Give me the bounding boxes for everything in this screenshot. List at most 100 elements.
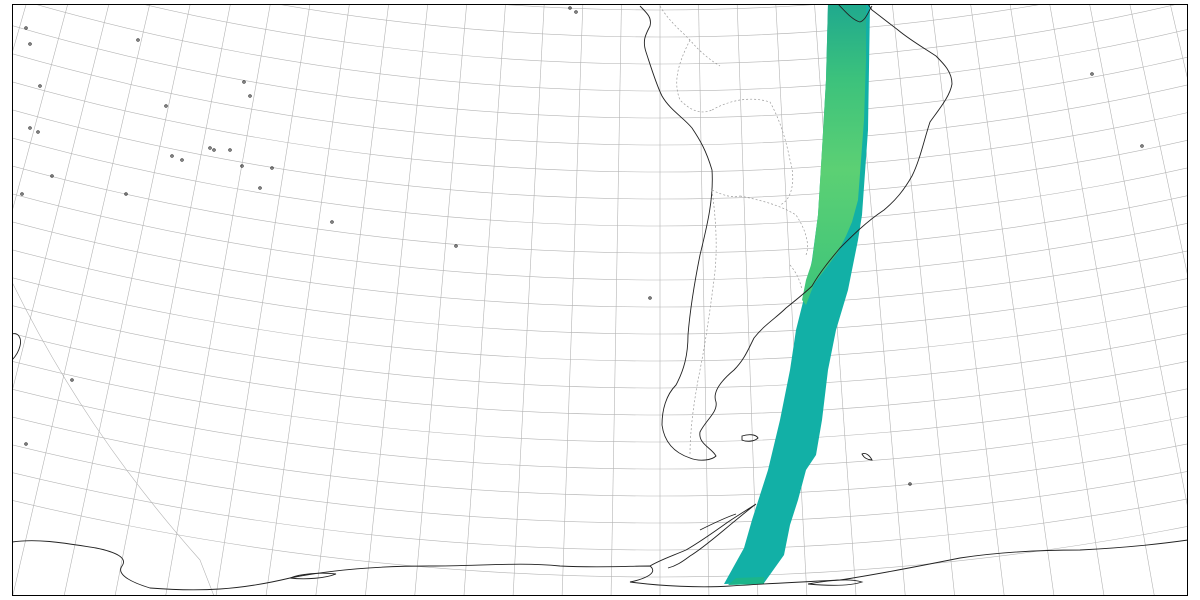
meridian-line [365,4,429,596]
island-marker [1140,144,1144,148]
antarctic-peninsula [649,503,757,569]
parallel-line [12,109,1188,199]
parallel-line [12,24,1188,118]
parallel-line [12,332,1188,415]
parallel-line [34,4,1188,91]
projection-limb [12,281,215,596]
meridian-line [736,4,759,596]
meridian-line [610,4,622,596]
island-marker [270,166,274,170]
swath-land [802,4,866,305]
parallel-line [12,443,1188,523]
meridian-line [63,4,191,596]
coastlines [12,4,1188,591]
meridian-line [265,4,350,596]
island-marker [180,158,184,162]
island-marker [20,192,24,196]
swath-land-south-tip [728,577,764,585]
island-marker [648,296,652,300]
map-frame-border [12,4,1188,596]
island-marker [24,442,28,446]
meridian-line [12,4,27,55]
island-marker [170,154,174,158]
parallel-line [12,81,1188,172]
island-marker [258,186,262,190]
meridian-line [463,4,506,596]
border-paraguay [739,195,808,256]
parallel-line [12,137,1188,226]
island-marker [908,482,912,486]
meridian-line [114,4,231,596]
parallel-line [12,388,1188,469]
meridian-line [814,4,857,596]
map-canvas [12,4,1188,596]
border-colombia-venezuela [659,5,721,67]
antarctica-coastline [12,539,1188,591]
parallel-line [12,193,1188,280]
meridian-line [1129,4,1188,279]
meridian-line [1089,4,1188,511]
graticule-lines [12,4,1188,596]
parallel-line [12,304,1188,388]
island-marker [228,148,232,152]
parallel-line [12,415,1188,496]
island-marker [50,174,54,178]
border-andes-east [676,39,713,113]
island-marker [1090,72,1094,76]
border-argentina-north [711,189,741,198]
island-marker [36,130,40,134]
island-marker [240,164,244,168]
meridian-line [891,4,955,596]
south-america-coastline [639,4,953,461]
island-marker [212,148,216,152]
island-marker [574,10,578,14]
parallel-line [12,276,1188,361]
parallel-line [12,248,1188,334]
meridian-line [1009,4,1105,596]
south-georgia [861,453,873,461]
pacific-islands [20,6,1144,486]
ross-islands [289,572,337,580]
island-marker [330,220,334,224]
meridian-line [215,4,311,596]
island-marker [136,38,140,42]
meridian-line [12,4,69,213]
parallel-line [12,165,1188,253]
island-marker [568,6,572,10]
meridian-line [165,4,271,596]
island-marker [70,378,74,382]
island-marker [164,104,168,108]
meridian-line [12,4,151,596]
island-marker [454,244,458,248]
island-marker [124,192,128,196]
meridian-line [561,4,584,596]
meridian-line [1049,4,1155,596]
island-marker [208,146,212,150]
border-uruguay [789,264,803,291]
meridian-line [970,4,1055,596]
caribbean-coast [837,4,873,23]
island-marker [38,84,42,88]
galapagos-west-coast [12,333,21,361]
south-shetland-islands [699,513,737,531]
country-borders [659,5,808,456]
island-marker [28,42,32,46]
satellite-swath [724,4,870,585]
meridian-line [512,4,545,596]
island-marker [242,80,246,84]
meridian-line [414,4,467,596]
meridian-line [12,4,110,394]
map-panel [12,4,1188,596]
meridian-line [315,4,389,596]
island-marker [248,94,252,98]
island-marker [28,126,32,130]
weddell-shelf-edge [807,579,864,586]
meridian-line [1169,4,1188,83]
meridian-line [698,4,710,596]
falkland-islands [741,434,759,442]
border-chile-argentina [689,189,717,456]
meridian-line [931,4,1005,596]
parallel-line [12,221,1188,307]
parallel-line [12,52,1188,145]
island-marker [24,26,28,30]
